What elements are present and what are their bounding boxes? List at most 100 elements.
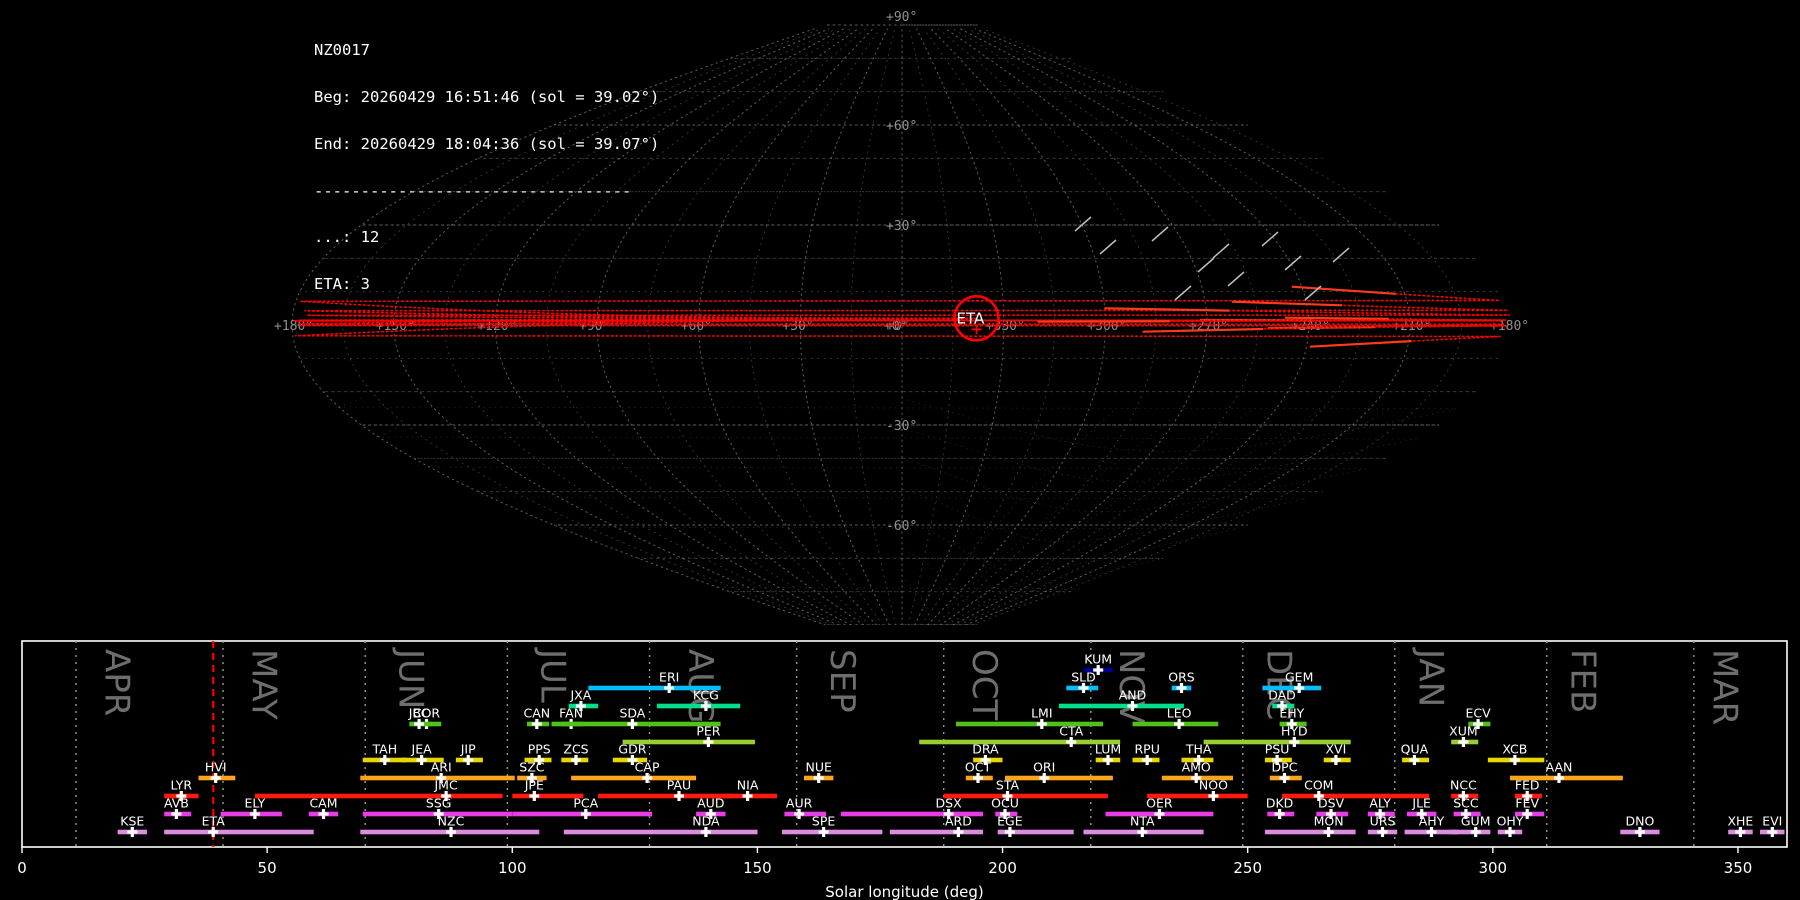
shower-peak-marker[interactable]: [1294, 683, 1305, 693]
shower-peak-marker[interactable]: [1426, 827, 1437, 837]
shower-peak-marker[interactable]: [1004, 827, 1015, 837]
shower-peak-marker[interactable]: [463, 755, 474, 765]
shower-activity-bar[interactable]: [956, 721, 1104, 727]
shower-peak-marker[interactable]: [1458, 737, 1469, 747]
shower-peak-marker[interactable]: [1326, 809, 1336, 819]
shower-peak-marker[interactable]: [1142, 755, 1153, 765]
shower-peak-marker[interactable]: [642, 773, 653, 783]
shower-peak-marker[interactable]: [1554, 773, 1564, 783]
shower-peak-marker[interactable]: [526, 773, 537, 783]
shower-peak-marker[interactable]: [1137, 827, 1148, 837]
shower-activity-bar[interactable]: [889, 829, 983, 835]
shower-peak-marker[interactable]: [1505, 827, 1515, 837]
sky-map-svg[interactable]: +180° +150° +120° +90° +60° +30° +0° +330° +300°…: [0, 0, 1800, 625]
shower-peak-marker[interactable]: [794, 809, 805, 819]
shower-activity-bar[interactable]: [512, 793, 584, 799]
shower-peak-marker[interactable]: [1103, 755, 1113, 765]
shower-peak-marker[interactable]: [1767, 827, 1778, 837]
shower-peak-marker[interactable]: [1000, 809, 1010, 819]
shower-peak-marker[interactable]: [433, 809, 444, 819]
shower-peak-marker[interactable]: [441, 791, 452, 801]
shower-peak-marker[interactable]: [1193, 755, 1204, 765]
shower-peak-marker[interactable]: [1473, 719, 1484, 729]
shower-peak-marker[interactable]: [1036, 719, 1047, 729]
shower-peak-marker[interactable]: [436, 773, 447, 783]
shower-peak-marker[interactable]: [379, 755, 390, 765]
shower-peak-marker[interactable]: [1002, 791, 1013, 801]
shower-activity-bar[interactable]: [781, 829, 883, 835]
shower-activity-bar[interactable]: [919, 739, 1121, 745]
shower-peak-marker[interactable]: [575, 701, 586, 711]
shower-peak-marker[interactable]: [980, 755, 991, 765]
shower-peak-marker[interactable]: [531, 719, 542, 729]
shower-peak-marker[interactable]: [627, 755, 638, 765]
shower-activity-bar[interactable]: [1058, 703, 1184, 709]
shower-peak-marker[interactable]: [1039, 773, 1050, 783]
shower-activity-bar[interactable]: [1510, 775, 1623, 781]
shower-peak-marker[interactable]: [818, 827, 829, 837]
shower-peak-marker[interactable]: [580, 809, 591, 819]
radiant-circle[interactable]: [953, 294, 1000, 342]
shower-peak-marker[interactable]: [664, 683, 675, 693]
shower-activity-bar[interactable]: [1282, 793, 1430, 799]
shower-peak-marker[interactable]: [705, 809, 716, 819]
shower-peak-marker[interactable]: [1375, 809, 1386, 819]
shower-activity-bar[interactable]: [840, 811, 983, 817]
shower-activity-bar[interactable]: [943, 793, 1108, 799]
shower-peak-marker[interactable]: [674, 791, 684, 801]
shower-peak-marker[interactable]: [249, 809, 260, 819]
shower-peak-marker[interactable]: [1289, 737, 1300, 747]
shower-activity-timeline[interactable]: APR MAY JUN JUL AUG SEP OCT NOV DEC JAN FEB MAR KUM E…: [0, 625, 1800, 900]
shower-peak-marker[interactable]: [813, 773, 824, 783]
shower-peak-marker[interactable]: [1377, 827, 1388, 837]
shower-peak-marker[interactable]: [1416, 809, 1427, 819]
shower-peak-marker[interactable]: [1470, 827, 1481, 837]
shower-peak-marker[interactable]: [176, 791, 187, 801]
shower-activity-bar[interactable]: [1264, 829, 1356, 835]
shower-activity-bar[interactable]: [598, 793, 733, 799]
shower-activity-bar[interactable]: [563, 829, 758, 835]
shower-peak-marker[interactable]: [571, 755, 581, 765]
shower-peak-marker[interactable]: [1323, 827, 1334, 837]
shower-peak-marker[interactable]: [210, 773, 221, 783]
shower-peak-marker[interactable]: [1279, 773, 1290, 783]
shower-peak-marker[interactable]: [1093, 665, 1104, 675]
shower-peak-marker[interactable]: [1409, 755, 1420, 765]
shower-peak-marker[interactable]: [1460, 809, 1471, 819]
shower-activity-bar[interactable]: [254, 793, 503, 799]
shower-activity-bar[interactable]: [997, 829, 1074, 835]
shower-activity-bar[interactable]: [1262, 685, 1322, 691]
shower-peak-marker[interactable]: [943, 809, 954, 819]
shower-peak-marker[interactable]: [414, 719, 425, 729]
shower-peak-marker[interactable]: [627, 719, 638, 729]
shower-peak-marker[interactable]: [1458, 791, 1469, 801]
shower-peak-marker[interactable]: [1509, 755, 1520, 765]
shower-activity-bar[interactable]: [164, 829, 314, 835]
shower-peak-marker[interactable]: [1330, 755, 1341, 765]
shower-peak-marker[interactable]: [953, 827, 964, 837]
shower-peak-marker[interactable]: [1174, 719, 1185, 729]
shower-activity-bar[interactable]: [1005, 775, 1113, 781]
shower-activity-bar[interactable]: [571, 775, 697, 781]
shower-peak-marker[interactable]: [1277, 701, 1287, 711]
shower-peak-marker[interactable]: [700, 701, 711, 711]
sky-map-panel[interactable]: +180° +150° +120° +90° +60° +30° +0° +330° +300°…: [0, 0, 1800, 625]
shower-peak-marker[interactable]: [1191, 773, 1202, 783]
shower-peak-marker[interactable]: [208, 827, 219, 837]
shower-peak-marker[interactable]: [1127, 701, 1138, 711]
shower-peak-marker[interactable]: [1154, 809, 1165, 819]
shower-peak-marker[interactable]: [1313, 791, 1324, 801]
timeline-svg[interactable]: APR MAY JUN JUL AUG SEP OCT NOV DEC JAN FEB MARKUME…: [0, 625, 1800, 900]
shower-peak-marker[interactable]: [703, 737, 714, 747]
shower-peak-marker[interactable]: [973, 773, 983, 783]
shower-peak-marker[interactable]: [1634, 827, 1645, 837]
shower-peak-marker[interactable]: [446, 827, 456, 837]
shower-peak-marker[interactable]: [534, 755, 545, 765]
shower-peak-marker[interactable]: [318, 809, 329, 819]
shower-peak-marker[interactable]: [171, 809, 182, 819]
shower-activity-bar[interactable]: [1147, 793, 1248, 799]
shower-peak-marker[interactable]: [1735, 827, 1746, 837]
shower-peak-marker[interactable]: [1522, 809, 1533, 819]
shower-peak-marker[interactable]: [1274, 809, 1285, 819]
shower-peak-marker[interactable]: [1286, 719, 1297, 729]
